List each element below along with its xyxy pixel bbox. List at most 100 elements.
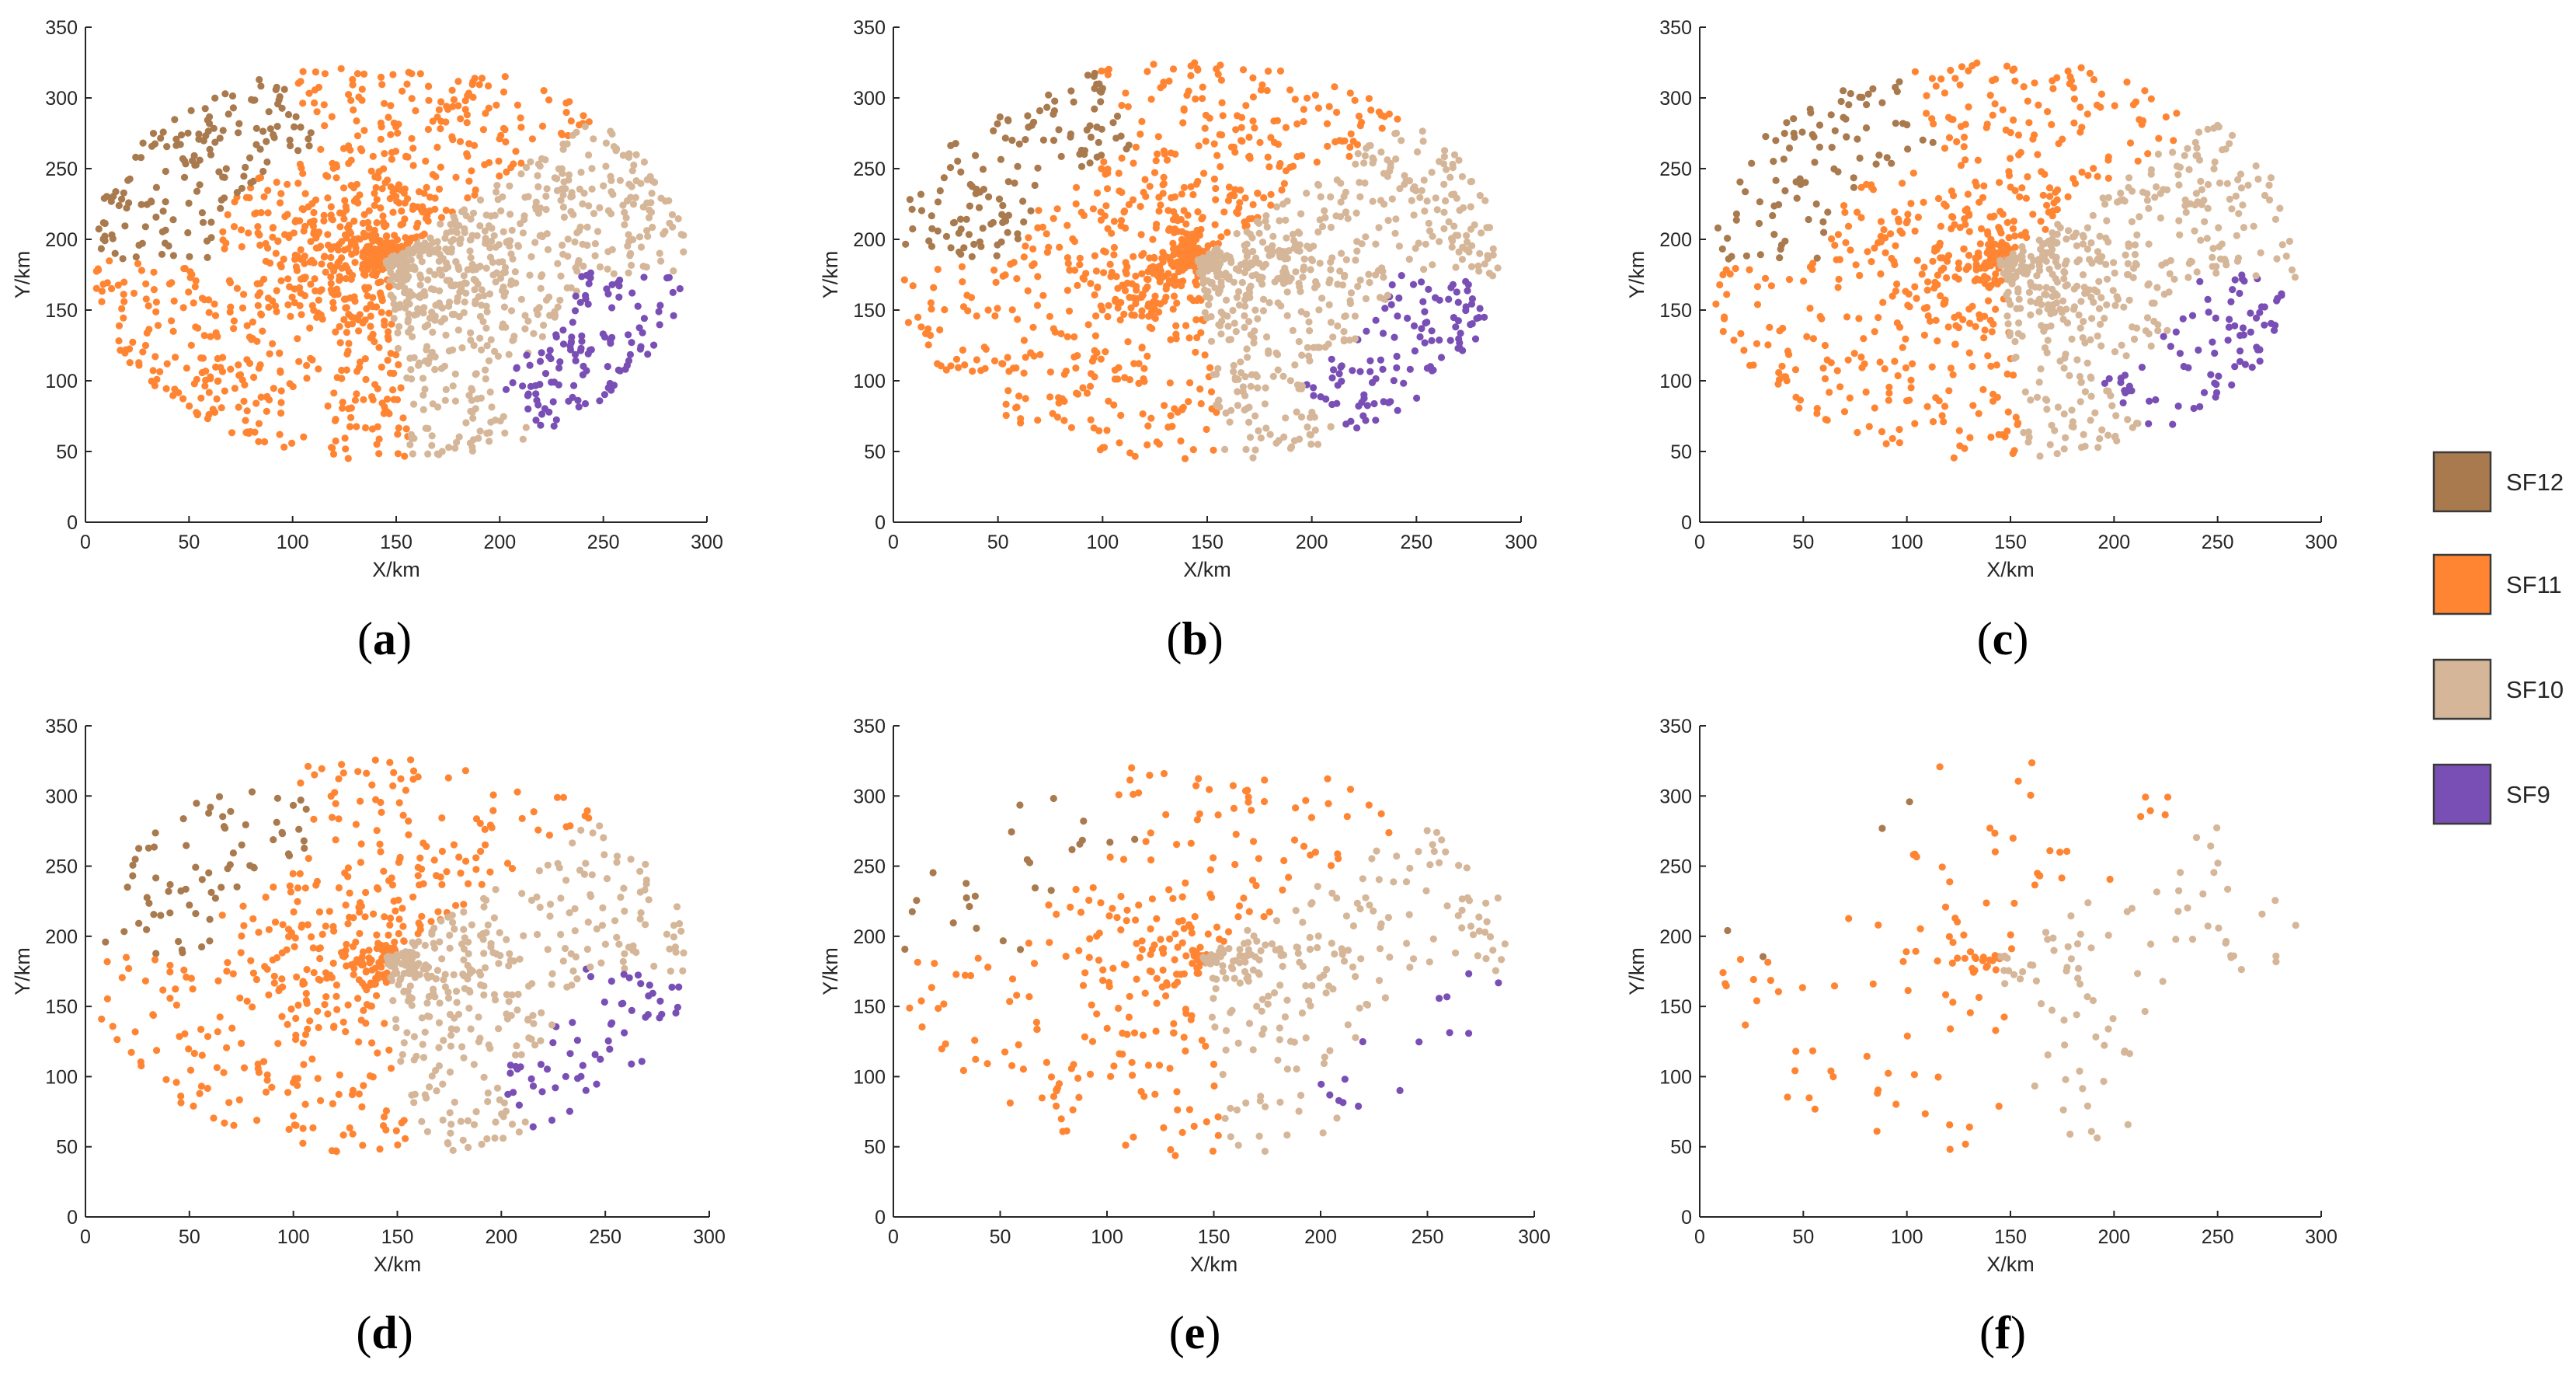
point-sf11 xyxy=(1138,343,1146,351)
point-sf10 xyxy=(467,236,475,244)
point-sf12 xyxy=(970,240,978,248)
point-sf10 xyxy=(537,273,545,281)
point-sf12 xyxy=(165,242,172,250)
point-sf11 xyxy=(1311,91,1319,99)
point-sf11 xyxy=(1025,234,1032,242)
point-sf9 xyxy=(2224,336,2232,344)
x-tick-label: 300 xyxy=(1505,532,1537,553)
point-sf11 xyxy=(1084,321,1092,329)
point-sf10 xyxy=(1282,248,1290,256)
point-sf9 xyxy=(1418,278,1426,286)
point-sf11 xyxy=(1231,186,1239,193)
point-sf10 xyxy=(1263,223,1271,231)
point-sf11 xyxy=(437,125,444,133)
point-sf10 xyxy=(2098,426,2106,434)
point-sf11 xyxy=(334,290,342,298)
point-sf10 xyxy=(1253,372,1261,381)
point-sf11 xyxy=(106,257,113,265)
point-sf11 xyxy=(98,1015,106,1023)
point-sf9 xyxy=(552,416,560,424)
point-sf11 xyxy=(416,854,424,862)
point-sf10 xyxy=(488,403,496,411)
point-sf11 xyxy=(2126,139,2135,147)
point-sf10 xyxy=(1306,431,1314,438)
point-sf10 xyxy=(1230,361,1238,369)
point-sf11 xyxy=(900,276,908,284)
point-sf10 xyxy=(517,170,525,178)
point-sf9 xyxy=(524,405,532,413)
point-sf11 xyxy=(2015,151,2023,159)
point-sf11 xyxy=(934,360,942,368)
point-sf11 xyxy=(420,230,428,238)
point-sf11 xyxy=(959,278,966,286)
point-sf10 xyxy=(2233,257,2241,265)
point-sf10 xyxy=(1341,312,1349,320)
point-sf11 xyxy=(296,284,304,291)
point-sf11 xyxy=(142,295,150,303)
point-sf12 xyxy=(201,105,209,113)
point-sf12 xyxy=(273,123,281,131)
point-sf11 xyxy=(230,1121,238,1129)
point-sf10 xyxy=(2060,364,2068,372)
point-sf11 xyxy=(1013,275,1021,283)
point-sf11 xyxy=(340,215,348,223)
point-sf9 xyxy=(1421,339,1429,347)
point-sf10 xyxy=(431,365,439,374)
point-sf10 xyxy=(2154,150,2162,158)
point-sf12 xyxy=(1050,110,1057,118)
point-sf11 xyxy=(1155,207,1163,215)
point-sf11 xyxy=(320,217,328,225)
point-sf11 xyxy=(2010,218,2017,225)
point-sf10 xyxy=(2254,175,2262,183)
point-sf11 xyxy=(1944,323,1952,331)
point-sf10 xyxy=(2235,210,2243,218)
point-sf11 xyxy=(277,387,285,395)
point-sf10 xyxy=(1450,222,1458,230)
point-sf10 xyxy=(2087,373,2094,381)
point-sf10 xyxy=(585,151,593,159)
point-sf10 xyxy=(1327,266,1335,274)
point-sf12 xyxy=(172,141,180,149)
point-sf10 xyxy=(458,344,466,352)
point-sf11 xyxy=(1128,311,1136,319)
point-sf11 xyxy=(348,250,356,258)
point-sf9 xyxy=(585,280,593,288)
point-sf11 xyxy=(1057,329,1065,338)
point-sf12 xyxy=(1790,115,1798,123)
point-sf12 xyxy=(307,129,315,137)
point-sf11 xyxy=(2035,101,2042,109)
point-sf10 xyxy=(1274,275,1282,283)
point-sf10 xyxy=(441,396,449,404)
point-sf11 xyxy=(1987,434,1995,441)
point-sf10 xyxy=(2111,348,2119,356)
point-sf10 xyxy=(1241,312,1248,319)
point-sf11 xyxy=(1152,157,1160,165)
point-sf11 xyxy=(240,922,248,929)
point-sf11 xyxy=(294,180,302,187)
point-sf10 xyxy=(2102,234,2110,242)
point-sf10 xyxy=(482,235,489,242)
point-sf10 xyxy=(484,1089,492,1097)
point-sf11 xyxy=(1030,352,1038,360)
point-sf11 xyxy=(1806,305,1814,312)
point-sf11 xyxy=(170,297,178,305)
point-sf11 xyxy=(1153,438,1161,446)
point-sf10 xyxy=(2226,195,2233,203)
point-sf11 xyxy=(1170,292,1178,300)
point-sf10 xyxy=(447,245,456,253)
point-sf11 xyxy=(331,243,339,251)
point-sf10 xyxy=(1268,251,1276,259)
point-sf10 xyxy=(2087,336,2094,343)
point-sf10 xyxy=(476,334,484,342)
point-sf10 xyxy=(637,243,646,251)
point-sf11 xyxy=(1928,363,1936,371)
point-sf11 xyxy=(585,118,593,126)
point-sf10 xyxy=(1494,264,1502,272)
point-sf11 xyxy=(1965,228,1973,235)
point-sf10 xyxy=(2192,190,2200,197)
point-sf9 xyxy=(1428,336,1436,344)
point-sf11 xyxy=(1199,83,1206,91)
point-sf11 xyxy=(92,267,100,275)
point-sf11 xyxy=(327,203,335,211)
point-sf11 xyxy=(1161,402,1168,410)
